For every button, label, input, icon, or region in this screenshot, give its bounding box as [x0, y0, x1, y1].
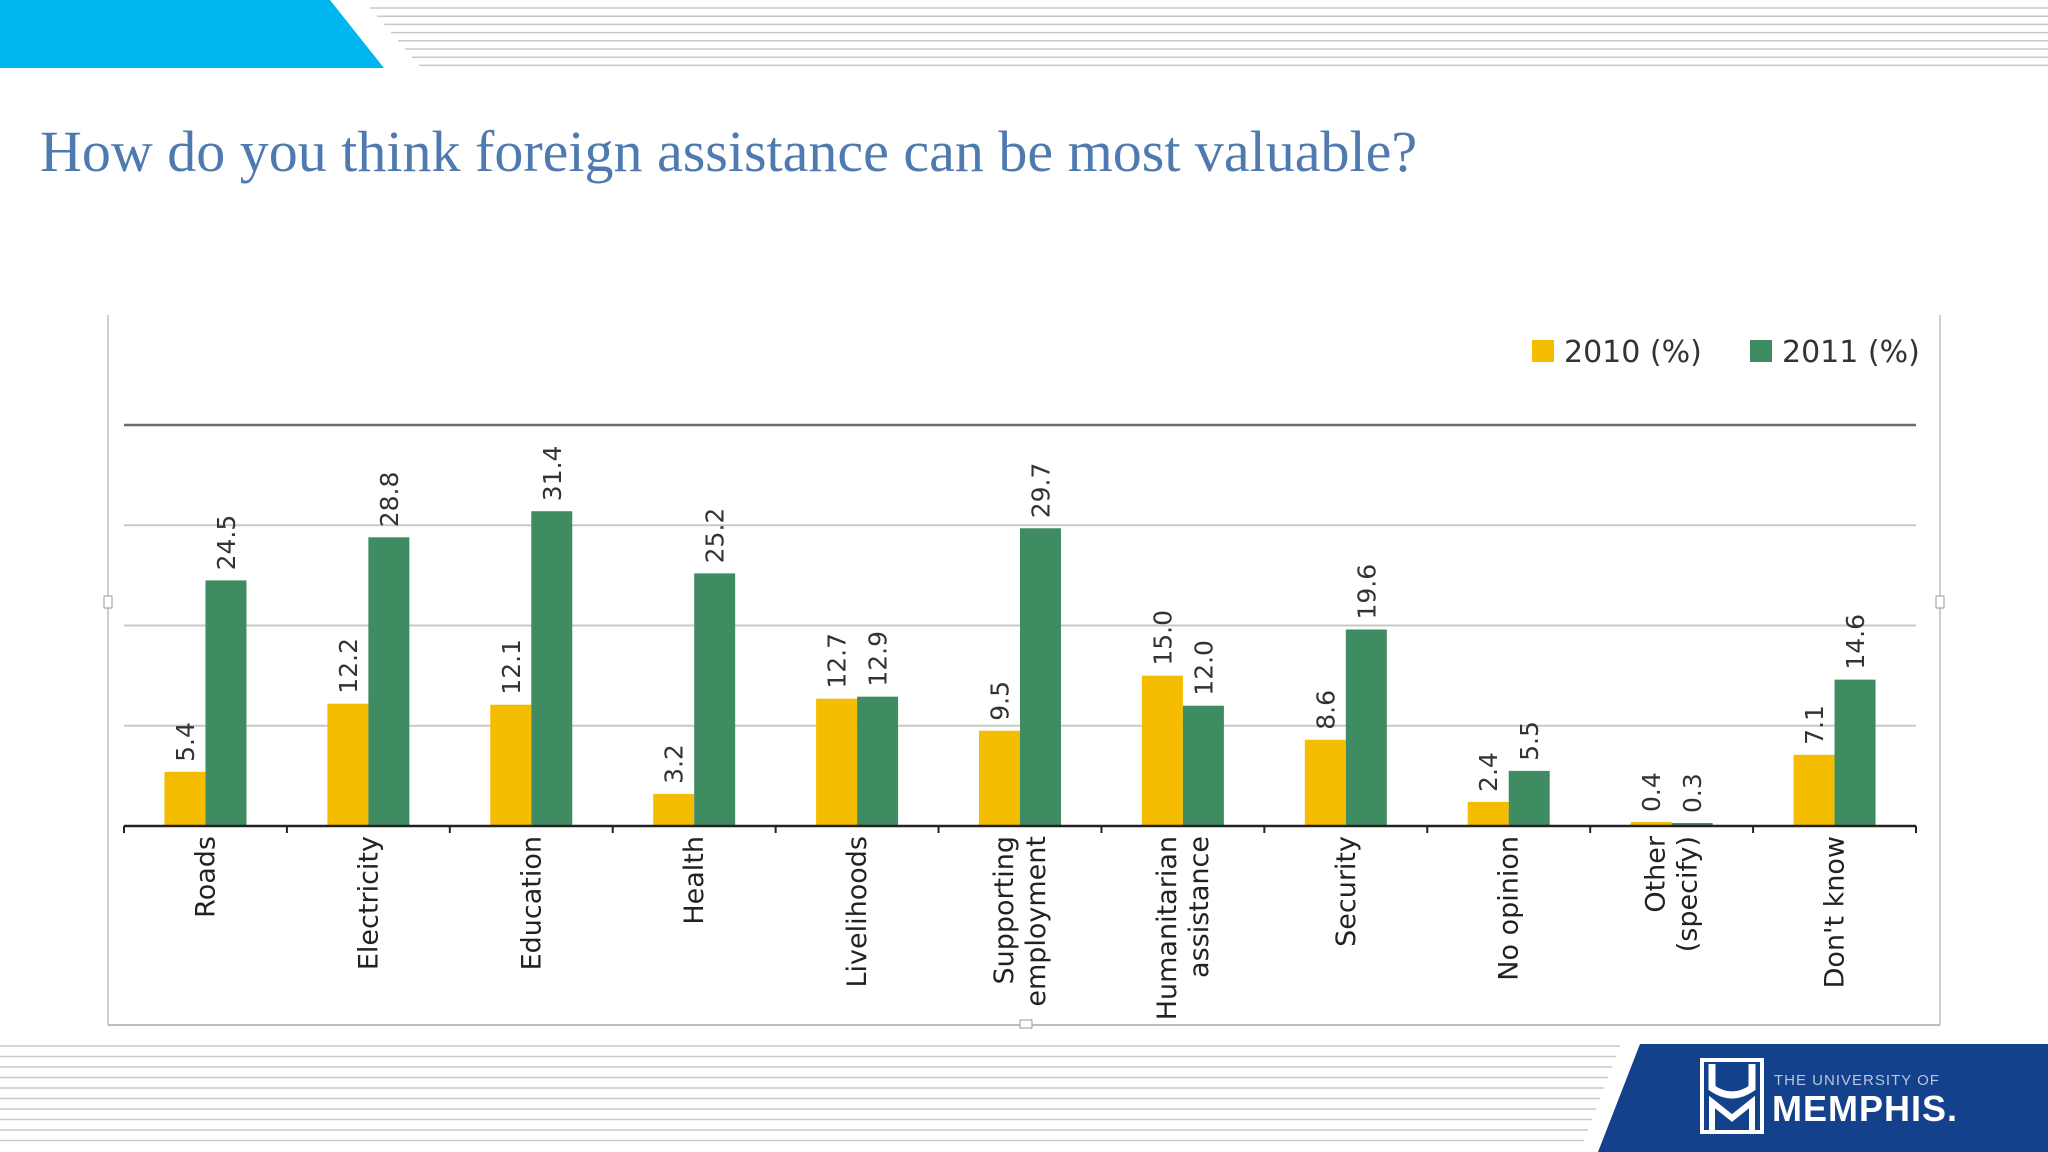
top-stripe-lines [370, 7, 2048, 67]
value-label: 12.9 [864, 631, 893, 687]
category-labels: Roads Electricity Education Health Livelihoo… [190, 835, 1850, 1020]
category-label: No opinion [1494, 836, 1525, 981]
bar-2010 [1630, 821, 1672, 826]
category-label: employment [1021, 836, 1052, 1007]
bar-2011 [1182, 705, 1224, 826]
chart-frame [103, 315, 1945, 1029]
legend-swatch [1750, 340, 1772, 362]
value-label: 25.2 [701, 508, 730, 564]
legend: 2010 (%) 2011 (%) [1532, 335, 1920, 370]
value-label: 29.7 [1027, 463, 1056, 519]
value-label: 31.4 [538, 446, 567, 502]
bar-2010 [1304, 739, 1346, 826]
bar-2011 [1020, 528, 1061, 826]
page-title: How do you think foreign assistance can … [40, 119, 1418, 184]
value-label: 15.0 [1148, 610, 1177, 666]
bars [164, 511, 1876, 826]
value-label: 3.2 [660, 744, 689, 784]
logo-big-text: MEMPHIS. [1772, 1088, 1959, 1129]
legend-swatch [1532, 340, 1554, 362]
bar-2010 [327, 703, 369, 826]
legend-label: 2010 (%) [1564, 335, 1702, 370]
university-logo: THE UNIVERSITY OF MEMPHIS. [1600, 1040, 2048, 1152]
category-label: Don't know [1820, 836, 1851, 988]
category-label: Livelihoods [842, 836, 873, 988]
value-label: 12.2 [334, 638, 363, 694]
category-label: Other [1641, 835, 1672, 913]
top-decoration [0, 0, 2048, 68]
category-label: Health [679, 836, 710, 925]
bar-2011 [205, 580, 247, 826]
bar-2011 [368, 537, 410, 826]
logo-small-text: THE UNIVERSITY OF [1774, 1072, 1940, 1089]
bar-2011 [1834, 679, 1876, 826]
value-label: 2.4 [1474, 752, 1503, 792]
category-label: Humanitarian [1152, 836, 1183, 1020]
value-label: 5.4 [171, 722, 200, 762]
value-label: 12.0 [1189, 640, 1218, 696]
category-label: Education [516, 836, 547, 970]
value-label: 24.5 [212, 515, 241, 571]
value-label: 0.4 [1637, 772, 1666, 812]
x-axis [123, 824, 1917, 833]
bar-2011 [694, 573, 736, 826]
value-label: 8.6 [1311, 690, 1340, 730]
bar-2011 [1508, 770, 1550, 826]
bar-2010 [490, 704, 532, 826]
legend-label: 2011 (%) [1782, 335, 1920, 370]
category-label: Roads [190, 836, 221, 918]
bar-2010 [1467, 801, 1509, 826]
value-label: 12.1 [497, 639, 526, 695]
value-label: 28.8 [375, 472, 404, 528]
category-label: Supporting [989, 836, 1020, 985]
cyan-corner-shape [0, 0, 384, 68]
bar-2011 [857, 696, 899, 826]
value-label: 0.3 [1678, 773, 1707, 813]
category-label: Electricity [353, 836, 384, 970]
category-label: (specify) [1673, 836, 1704, 952]
bar-2010 [979, 730, 1020, 826]
category-label: assistance [1184, 836, 1215, 978]
value-label: 19.6 [1352, 564, 1381, 620]
value-label: 9.5 [986, 681, 1015, 721]
value-labels: 5.4 24.5 12.2 28.8 12.1 31.4 3.2 25.2 12.7 12.9 9.… [171, 446, 1870, 813]
bar-2011 [1345, 629, 1387, 826]
um-monogram-icon [1700, 1058, 1764, 1134]
bar-2010 [1793, 754, 1835, 826]
category-label: Security [1331, 836, 1362, 947]
value-label: 5.5 [1515, 721, 1544, 761]
value-label: 14.6 [1841, 614, 1870, 670]
value-label: 12.7 [823, 633, 852, 689]
bottom-stripe-lines [0, 1045, 1620, 1142]
bar-2010 [653, 793, 695, 826]
value-label: 7.1 [1800, 705, 1829, 745]
bar-2010 [164, 771, 206, 826]
bar-2011 [1671, 822, 1713, 826]
bar-2010 [816, 698, 858, 826]
bar-2010 [1141, 675, 1183, 826]
bar-2011 [531, 511, 573, 826]
